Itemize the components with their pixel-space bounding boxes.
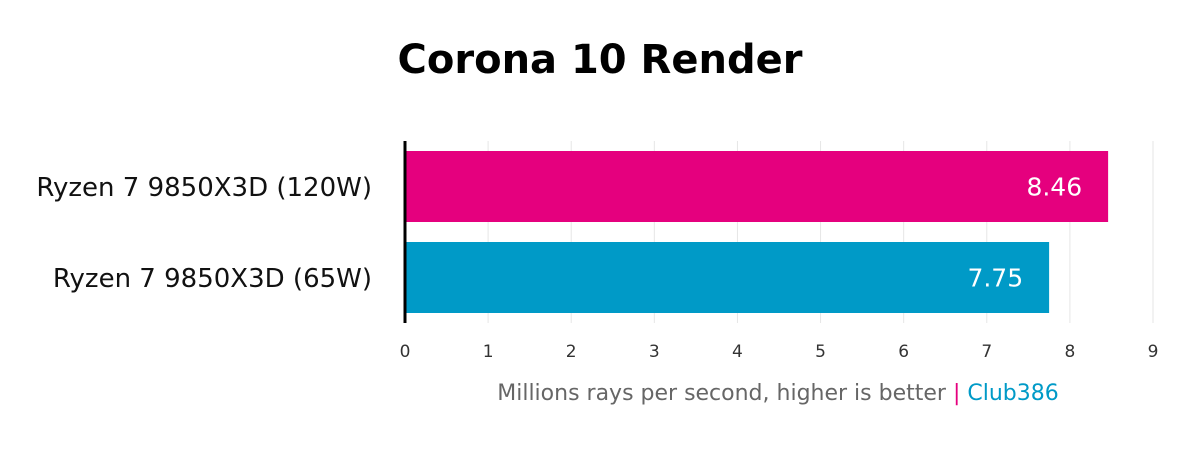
x-tick-label: 4 (732, 342, 743, 362)
x-tick-label: 2 (566, 342, 577, 362)
value-label: 8.46 (1026, 173, 1082, 202)
x-tick-label: 9 (1148, 342, 1159, 362)
source: Club386 (967, 381, 1058, 406)
x-tick-label: 8 (1064, 342, 1075, 362)
x-tick-label: 7 (981, 342, 992, 362)
x-tick-label: 6 (898, 342, 909, 362)
x-tick-label: 3 (649, 342, 660, 362)
footer: Millions rays per second, higher is bett… (497, 381, 1059, 406)
y-tick-label: Ryzen 7 9850X3D (120W) (36, 173, 372, 203)
y-tick-label: Ryzen 7 9850X3D (65W) (53, 264, 372, 294)
value-label: 7.75 (967, 264, 1023, 293)
x-tick-label: 1 (483, 342, 494, 362)
x-axis-label: Millions rays per second, higher is bett… (497, 381, 947, 406)
x-tick-label: 0 (400, 342, 411, 362)
bar (405, 242, 1050, 313)
x-tick-label: 5 (815, 342, 826, 362)
separator: | (953, 381, 960, 406)
chart-title: Corona 10 Render (398, 37, 803, 83)
bar (405, 151, 1109, 222)
